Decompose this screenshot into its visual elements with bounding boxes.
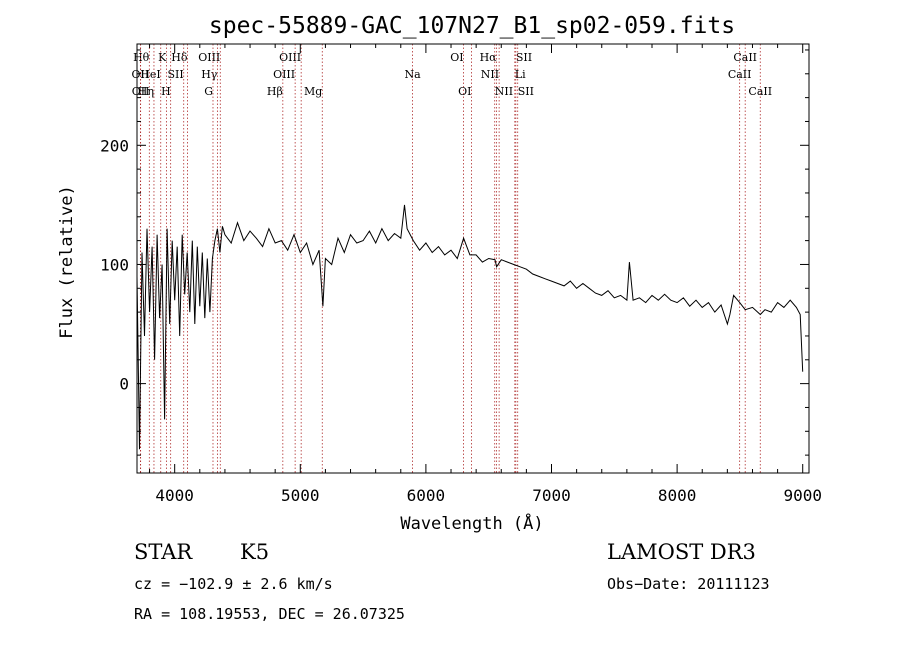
- y-tick-label: 200: [100, 136, 129, 155]
- coordinates: RA = 108.19553, DEC = 26.07325: [134, 605, 405, 623]
- line-marker-label: SII: [167, 68, 183, 81]
- line-marker-label: NII: [481, 68, 499, 81]
- obs-date: Obs−Date: 20111123: [607, 575, 770, 593]
- line-marker-label: H: [161, 85, 171, 98]
- line-marker-label: OIII: [279, 51, 301, 64]
- line-marker-label: OII: [132, 85, 150, 98]
- line-marker-label: CaII: [728, 68, 752, 81]
- line-marker-label: Hη: [138, 85, 154, 98]
- object-class: STAR: [134, 540, 193, 564]
- line-marker-label: OIII: [273, 68, 295, 81]
- x-tick-label: 7000: [532, 486, 571, 505]
- axis-ticks: 4000 5000 6000 7000 8000 9000 0 100 200: [100, 44, 822, 505]
- line-marker-label: Hγ: [201, 68, 218, 81]
- line-marker-label: OII: [132, 68, 150, 81]
- line-marker-label: CaII: [733, 51, 757, 64]
- object-subclass: K5: [240, 540, 269, 564]
- chart-title: spec-55889-GAC_107N27_B1_sp02-059.fits: [209, 13, 735, 39]
- line-marker-label: CaII: [748, 85, 772, 98]
- line-marker-label: HeI: [140, 68, 160, 81]
- x-axis-label: Wavelength (Å): [400, 512, 543, 534]
- spectrum-line: [136, 204, 804, 450]
- line-marker-label: Mg: [304, 85, 322, 98]
- line-marker-label: Li: [515, 68, 526, 81]
- line-marker-label: NII: [495, 85, 513, 98]
- x-tick-label: 6000: [407, 486, 446, 505]
- x-tick-label: 5000: [281, 486, 320, 505]
- line-marker-label: K: [158, 51, 167, 64]
- y-tick-label: 0: [119, 375, 129, 394]
- line-marker-label: OI: [458, 85, 471, 98]
- x-tick-label: 9000: [783, 486, 822, 505]
- line-marker-label: SII: [518, 85, 534, 98]
- line-marker-label: OI: [450, 51, 463, 64]
- line-marker-label: Hδ: [171, 51, 188, 64]
- x-tick-label: 4000: [155, 486, 194, 505]
- line-marker-label: OIII: [198, 51, 220, 64]
- line-marker-label: Hθ: [133, 51, 150, 64]
- redshift-text: cz = −102.9 ± 2.6 km/s: [134, 575, 333, 593]
- x-tick-label: 8000: [658, 486, 697, 505]
- survey-name: LAMOST DR3: [607, 540, 756, 564]
- line-marker-label: Hβ: [267, 85, 283, 98]
- y-axis-label: Flux (relative): [57, 185, 77, 339]
- plot-frame: [136, 43, 810, 474]
- line-marker-label: SII: [516, 51, 532, 64]
- line-marker-label: Hα: [480, 51, 498, 64]
- line-marker-label: Na: [404, 68, 421, 81]
- y-tick-label: 100: [100, 255, 129, 274]
- line-marker-label: G: [204, 85, 213, 98]
- line-markers: Hθ OII OII K HeI Hη Hδ SII H OIII Hγ G OIII OIII Hβ Mg N…: [132, 44, 772, 473]
